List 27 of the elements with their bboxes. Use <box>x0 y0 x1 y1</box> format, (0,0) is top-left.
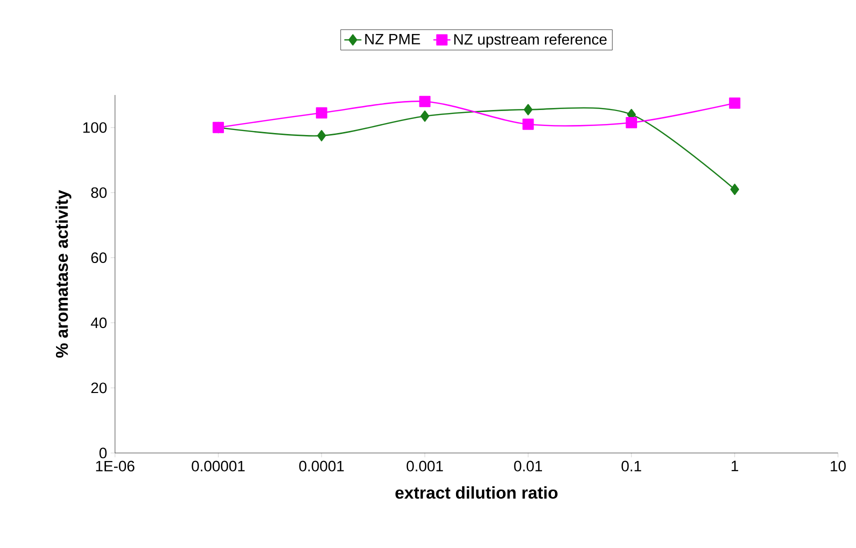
point <box>524 104 533 116</box>
x-tick-label: 10 <box>830 460 846 472</box>
x-tick-label: 0.00001 <box>192 460 245 472</box>
y-tick-label: 20 <box>91 382 107 394</box>
y-tick-label: 0 <box>99 448 107 458</box>
x-tick-label: 1E-06 <box>96 460 134 472</box>
y-tick-label: 80 <box>91 187 107 198</box>
point <box>316 107 328 119</box>
y-tick-label: 60 <box>91 252 107 264</box>
x-axis-title: extract dilution ratio <box>395 486 558 499</box>
x-tick-label: 0.01 <box>514 460 542 472</box>
y-tick-label: 100 <box>83 122 107 133</box>
point <box>626 117 638 128</box>
x-tick-label: 1 <box>732 460 738 472</box>
point <box>522 118 534 130</box>
point <box>730 184 740 196</box>
point <box>420 110 430 122</box>
point <box>317 130 326 142</box>
x-tick-label: 0.001 <box>406 460 443 472</box>
y-axis-title: % aromatase activity <box>55 190 72 358</box>
y-tick-label: 40 <box>90 317 107 328</box>
x-tick-label: 0.1 <box>622 460 642 472</box>
x-tick-label: 0.0001 <box>299 460 344 472</box>
legend-label: NZ PME <box>365 34 420 44</box>
legend-label: NZ upstream reference <box>454 34 607 48</box>
point <box>729 97 740 109</box>
point <box>419 96 431 108</box>
